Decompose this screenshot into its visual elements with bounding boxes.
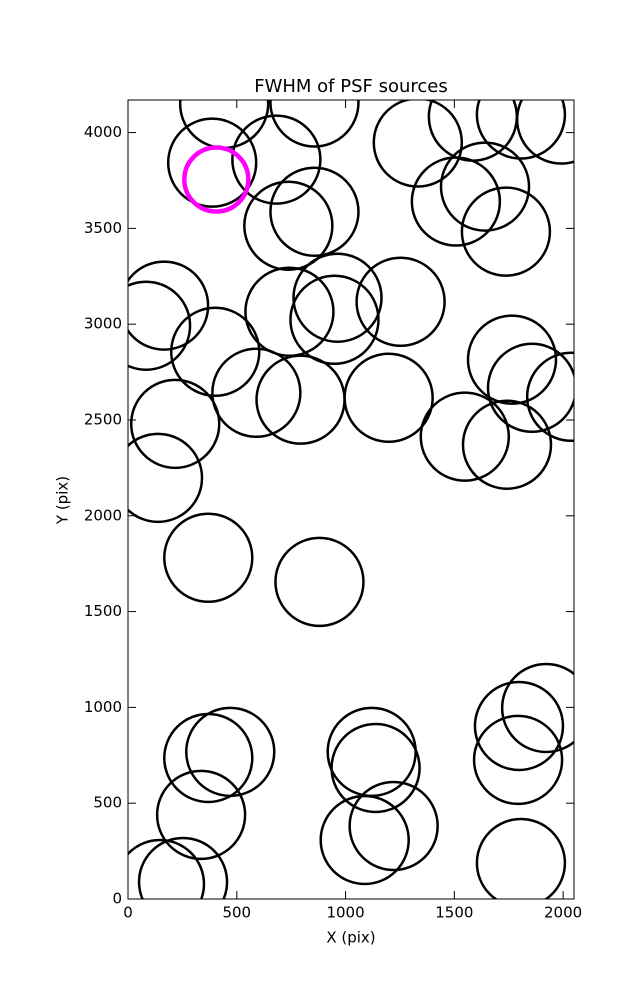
source-circle	[348, 780, 439, 872]
source-circle	[182, 145, 251, 214]
x-tick-label: 1000	[326, 904, 364, 922]
y-tick-label: 3500	[84, 219, 122, 237]
source-circle	[525, 351, 574, 443]
source-circle	[137, 836, 229, 899]
chart-title: FWHM of PSF sources	[254, 76, 448, 97]
y-tick-label: 0	[112, 890, 122, 908]
source-circle	[155, 769, 247, 861]
y-tick-label: 2500	[84, 410, 122, 428]
source-circle	[372, 100, 464, 188]
source-circle	[355, 256, 446, 348]
source-circle	[292, 252, 383, 343]
source-circle	[486, 342, 574, 434]
y-tick-label: 1000	[84, 698, 122, 716]
x-axis-label: X (pix)	[326, 929, 375, 947]
source-circle	[500, 662, 574, 754]
y-tick-label: 1500	[84, 602, 122, 620]
source-circle	[178, 100, 270, 150]
x-tick-label: 1500	[435, 904, 473, 922]
plot-area	[128, 100, 574, 899]
source-circle	[231, 114, 322, 205]
source-circle	[269, 100, 360, 148]
source-circle	[211, 347, 302, 439]
source-circle	[169, 306, 261, 398]
x-tick-label: 2000	[544, 904, 582, 922]
plot-frame	[127, 99, 575, 900]
source-circle	[128, 280, 192, 371]
source-circle	[410, 156, 502, 247]
source-circle	[128, 432, 204, 524]
x-tick-label: 0	[123, 904, 133, 922]
source-circle	[515, 100, 574, 165]
source-circle	[461, 399, 553, 490]
source-circle	[343, 352, 434, 444]
y-tick-label: 2000	[84, 506, 122, 524]
source-circle	[163, 512, 254, 603]
source-circle	[466, 314, 558, 405]
source-circle	[129, 378, 221, 470]
y-tick-label: 4000	[84, 123, 122, 141]
source-circle	[128, 838, 206, 899]
source-circle	[274, 536, 365, 628]
y-tick-label: 500	[93, 794, 122, 812]
source-circle	[128, 260, 210, 351]
source-circle	[439, 141, 531, 232]
y-axis-label: Y (pix)	[54, 476, 72, 525]
source-circle	[473, 680, 565, 772]
source-circle	[330, 722, 421, 814]
source-circle	[244, 266, 335, 357]
source-circle	[472, 714, 564, 806]
x-tick-label: 500	[222, 904, 251, 922]
source-circle	[475, 817, 567, 899]
source-circle	[475, 100, 567, 160]
source-circle	[185, 706, 276, 798]
source-circle	[243, 180, 334, 271]
source-circle	[460, 186, 552, 277]
source-circle	[419, 391, 511, 482]
source-circle	[269, 166, 360, 257]
source-circle	[166, 117, 258, 208]
source-circle	[289, 274, 380, 366]
source-circle	[319, 794, 410, 886]
y-tick-label: 3000	[84, 315, 122, 333]
